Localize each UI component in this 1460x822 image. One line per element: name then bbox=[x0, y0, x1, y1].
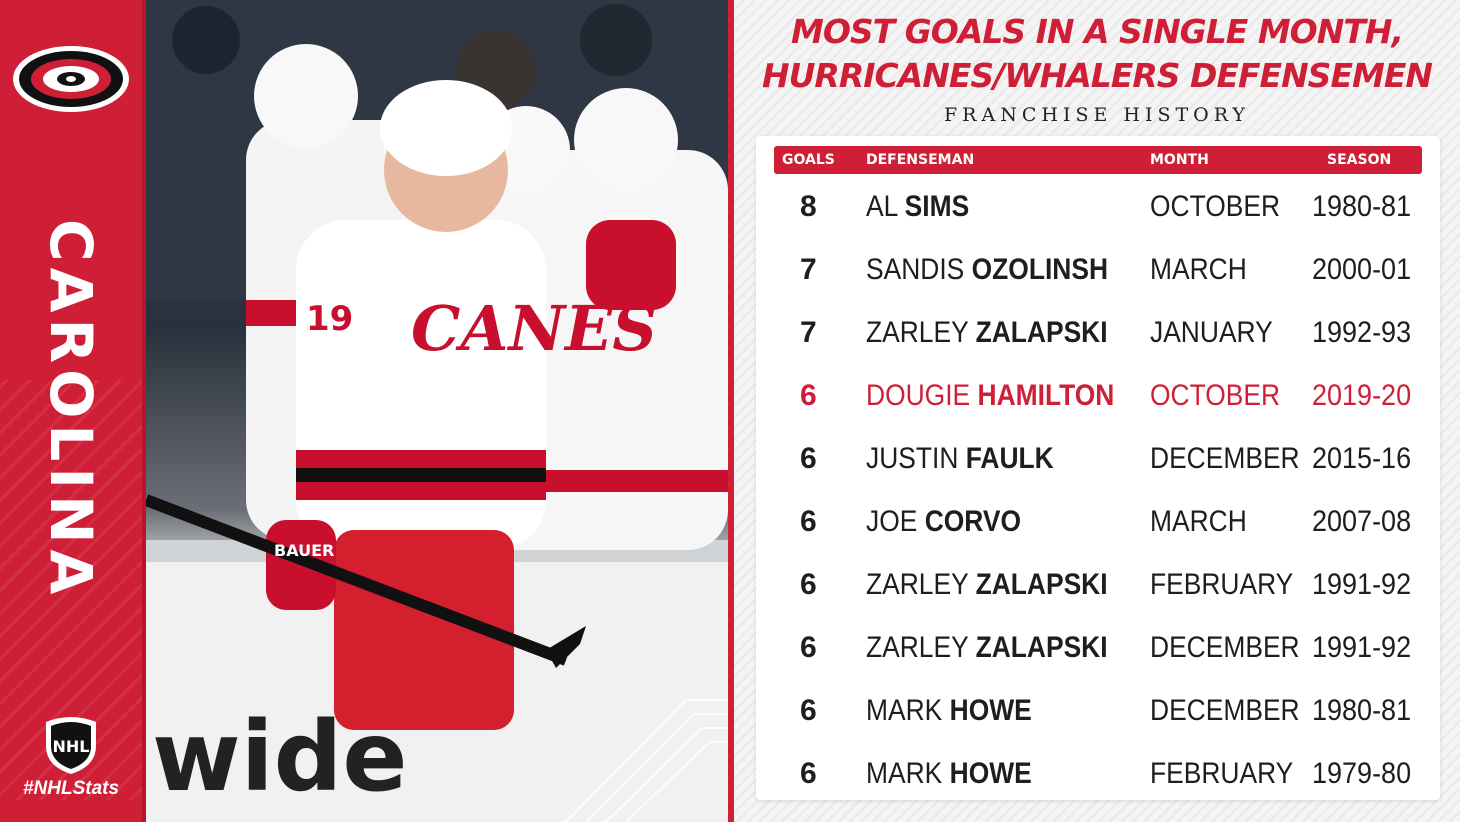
last-name: ZALAPSKI bbox=[975, 631, 1108, 664]
month-cell: DECEMBER bbox=[1150, 442, 1300, 475]
svg-text:NHL: NHL bbox=[53, 737, 90, 756]
season-cell: 1979-80 bbox=[1312, 757, 1412, 790]
player-cell: ZARLEY ZALAPSKI bbox=[866, 568, 1108, 602]
player-cell: JUSTIN FAULK bbox=[866, 442, 1054, 476]
last-name: ZALAPSKI bbox=[975, 316, 1108, 349]
month-cell: DECEMBER bbox=[1150, 631, 1300, 664]
goals-cell: 6 bbox=[800, 694, 817, 727]
headline: MOST GOALS IN A SINGLE MONTH, HURRICANES… bbox=[734, 10, 1460, 98]
first-name: DOUGIE bbox=[866, 379, 971, 412]
player-cell: MARK HOWE bbox=[866, 694, 1032, 728]
last-name: ZALAPSKI bbox=[975, 568, 1108, 601]
team-panel: CAROLINA NHL #NHLStats bbox=[0, 0, 142, 822]
header-goals: GOALS bbox=[782, 152, 835, 168]
month-cell: JANUARY bbox=[1150, 316, 1273, 349]
goals-cell: 6 bbox=[800, 442, 817, 475]
table-row: 6 JUSTIN FAULK DECEMBER 2015-16 bbox=[774, 428, 1422, 491]
season-cell: 2000-01 bbox=[1312, 253, 1412, 286]
last-name: CORVO bbox=[924, 505, 1022, 538]
header-month: MONTH bbox=[1150, 152, 1209, 168]
first-name: ZARLEY bbox=[866, 568, 969, 601]
last-name: HOWE bbox=[949, 694, 1032, 727]
headline-line-1: MOST GOALS IN A SINGLE MONTH, bbox=[790, 12, 1404, 51]
player-cell: AL SIMS bbox=[866, 190, 969, 224]
goals-cell: 6 bbox=[800, 631, 817, 664]
player-cell: ZARLEY ZALAPSKI bbox=[866, 316, 1108, 350]
jersey-script: CANES bbox=[411, 292, 657, 365]
player-cell: MARK HOWE bbox=[866, 757, 1032, 791]
player-cell: SANDIS OZOLINSH bbox=[866, 253, 1108, 287]
hashtag: #NHLStats bbox=[22, 778, 120, 799]
table-row: 6 MARK HOWE FEBRUARY 1979-80 bbox=[774, 743, 1422, 806]
hurricanes-logo-icon bbox=[13, 46, 129, 112]
table-body: 8 AL SIMS OCTOBER 1980-81 7 SANDIS OZOLINSH MA… bbox=[774, 176, 1422, 806]
table-header: GOALS DEFENSEMAN MONTH SEASON bbox=[774, 146, 1422, 174]
last-name: OZOLINSH bbox=[971, 253, 1109, 286]
jersey-number: 19 bbox=[306, 299, 353, 339]
header-season: SEASON bbox=[1327, 152, 1392, 168]
first-name: AL bbox=[866, 190, 898, 223]
goals-cell: 7 bbox=[800, 316, 817, 349]
subtitle: FRANCHISE HISTORY bbox=[944, 104, 1250, 126]
first-name: MARK bbox=[866, 694, 943, 727]
photo-edge bbox=[728, 0, 734, 822]
goals-cell: 6 bbox=[800, 379, 817, 412]
nhl-shield-icon: NHL bbox=[46, 717, 96, 774]
headline-line-2: HURRICANES/WHALERS DEFENSEMEN bbox=[762, 56, 1433, 95]
table-row: 7 SANDIS OZOLINSH MARCH 2000-01 bbox=[774, 239, 1422, 302]
month-cell: FEBRUARY bbox=[1150, 757, 1294, 790]
first-name: JOE bbox=[866, 505, 918, 538]
first-name: MARK bbox=[866, 757, 943, 790]
last-name: FAULK bbox=[965, 442, 1054, 475]
month-cell: FEBRUARY bbox=[1150, 568, 1294, 601]
goals-cell: 6 bbox=[800, 505, 817, 538]
table-row: 6 MARK HOWE DECEMBER 1980-81 bbox=[774, 680, 1422, 743]
goals-cell: 6 bbox=[800, 757, 817, 790]
last-name: SIMS bbox=[904, 190, 970, 223]
season-cell: 1992-93 bbox=[1312, 316, 1412, 349]
player-cell: ZARLEY ZALAPSKI bbox=[866, 631, 1108, 665]
stats-panel: MOST GOALS IN A SINGLE MONTH, HURRICANES… bbox=[734, 0, 1460, 822]
stick-brand: BAUER bbox=[274, 541, 334, 560]
last-name: HOWE bbox=[949, 757, 1032, 790]
season-cell: 2019-20 bbox=[1312, 379, 1412, 412]
first-name: SANDIS bbox=[866, 253, 965, 286]
season-cell: 1991-92 bbox=[1312, 568, 1412, 601]
month-cell: MARCH bbox=[1150, 505, 1247, 538]
player-photo: wide CANES 19 BAUER bbox=[146, 0, 728, 822]
season-cell: 1980-81 bbox=[1312, 190, 1412, 223]
table-row: 6 ZARLEY ZALAPSKI DECEMBER 1991-92 bbox=[774, 617, 1422, 680]
table-row: 6 ZARLEY ZALAPSKI FEBRUARY 1991-92 bbox=[774, 554, 1422, 617]
stats-table: GOALS DEFENSEMAN MONTH SEASON 8 AL SIMS OC… bbox=[756, 136, 1440, 800]
first-name: JUSTIN bbox=[866, 442, 959, 475]
season-cell: 2007-08 bbox=[1312, 505, 1412, 538]
month-cell: MARCH bbox=[1150, 253, 1247, 286]
season-cell: 1980-81 bbox=[1312, 694, 1412, 727]
header-defenseman: DEFENSEMAN bbox=[866, 152, 975, 168]
table-row: 6 JOE CORVO MARCH 2007-08 bbox=[774, 491, 1422, 554]
first-name: ZARLEY bbox=[866, 631, 969, 664]
goals-cell: 8 bbox=[800, 190, 817, 223]
panel-divider bbox=[142, 0, 146, 822]
goals-cell: 7 bbox=[800, 253, 817, 286]
season-cell: 1991-92 bbox=[1312, 631, 1412, 664]
first-name: ZARLEY bbox=[866, 316, 969, 349]
player-cell: DOUGIE HAMILTON bbox=[866, 379, 1114, 413]
goals-cell: 6 bbox=[800, 568, 817, 601]
player-cell: JOE CORVO bbox=[866, 505, 1021, 539]
table-row: 7 ZARLEY ZALAPSKI JANUARY 1992-93 bbox=[774, 302, 1422, 365]
month-cell: OCTOBER bbox=[1150, 379, 1281, 412]
table-row: 8 AL SIMS OCTOBER 1980-81 bbox=[774, 176, 1422, 239]
season-cell: 2015-16 bbox=[1312, 442, 1412, 475]
team-name: CAROLINA bbox=[37, 219, 105, 601]
last-name: HAMILTON bbox=[977, 379, 1115, 412]
month-cell: OCTOBER bbox=[1150, 190, 1281, 223]
table-row: 6 DOUGIE HAMILTON OCTOBER 2019-20 bbox=[774, 365, 1422, 428]
photo-illustration: wide CANES 19 BAUER bbox=[146, 0, 728, 822]
month-cell: DECEMBER bbox=[1150, 694, 1300, 727]
